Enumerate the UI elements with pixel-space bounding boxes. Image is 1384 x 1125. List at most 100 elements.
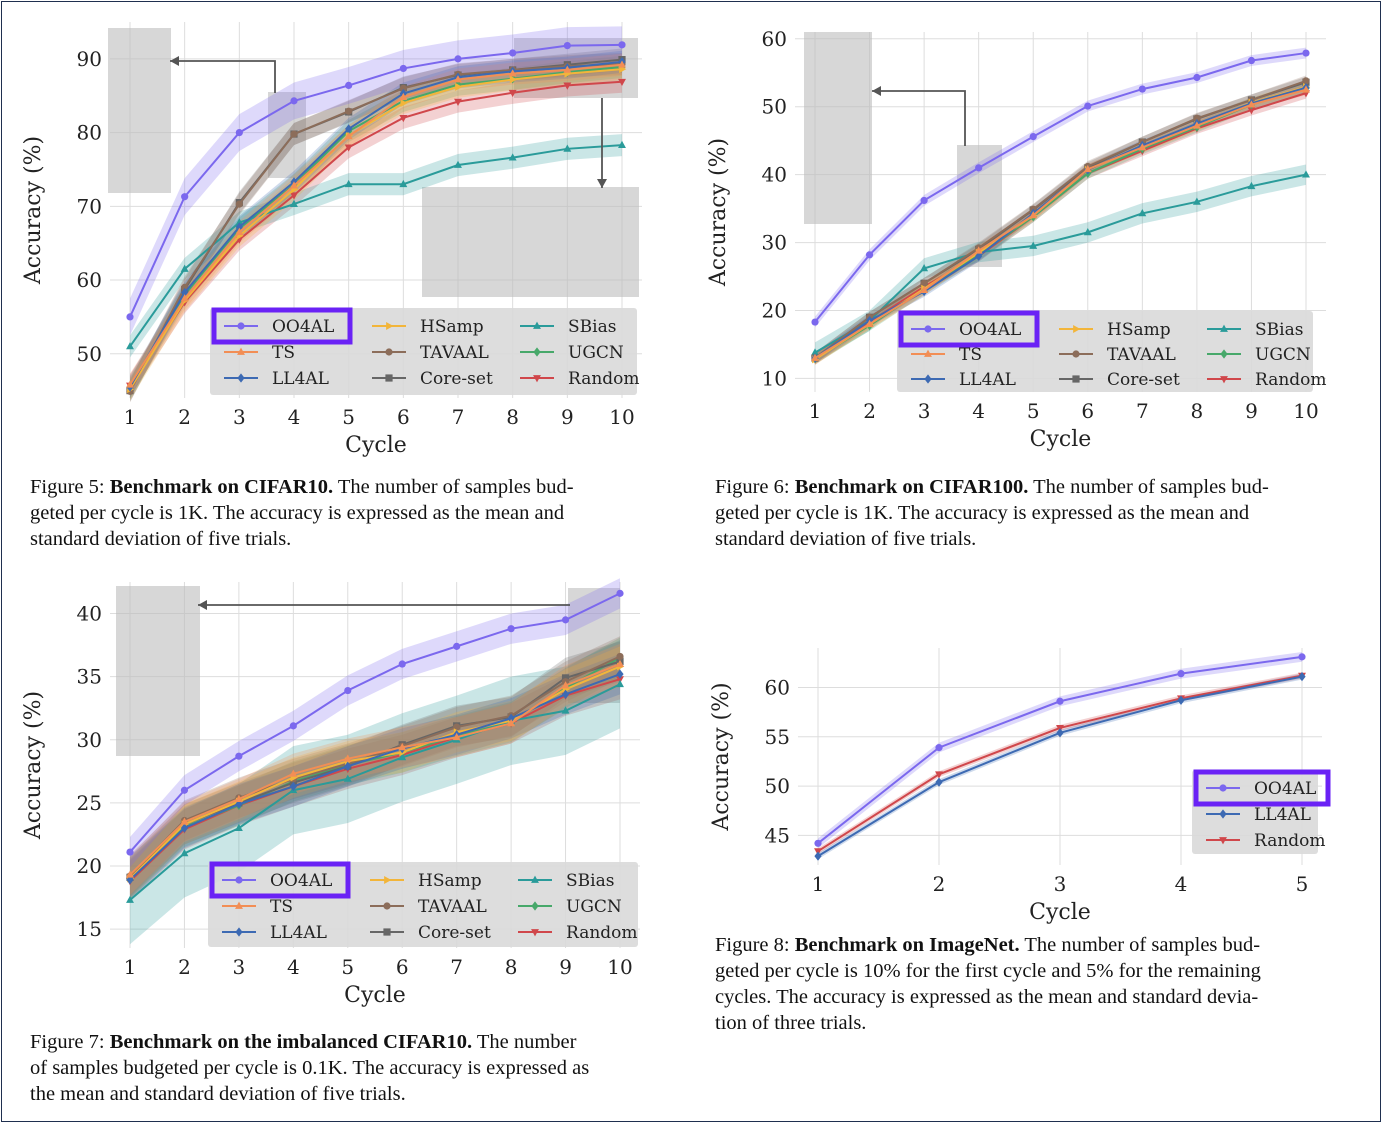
- legend-label-hsamp: HSamp: [418, 871, 482, 891]
- x-tick-label: 9: [559, 955, 572, 979]
- caption-line: geted per cycle is 10% for the first cyc…: [715, 960, 1261, 982]
- figure-5-chart: 1 2 3 4 5 6 7 8 9 105060708090CycleAccuracy (%)OO…: [0, 0, 692, 470]
- data-point: [345, 108, 352, 115]
- data-point: [1248, 57, 1255, 64]
- x-tick-label: 3: [1054, 872, 1067, 896]
- y-tick-label: 20: [77, 854, 102, 878]
- caption-line: geted per cycle is 1K. The accuracy is e…: [30, 502, 564, 524]
- zoom-inset: [804, 32, 872, 224]
- x-tick-label: 1: [124, 955, 137, 979]
- legend-label-oo4al: OO4AL: [272, 317, 334, 337]
- data-point: [1298, 653, 1305, 660]
- y-tick-label: 40: [762, 163, 787, 187]
- legend-label-core-set: Core-set: [1107, 370, 1180, 390]
- legend-label-ts: TS: [959, 345, 982, 365]
- data-point: [508, 625, 515, 632]
- legend-label-tavaal: TAVAAL: [1107, 345, 1176, 365]
- x-tick-label: 3: [918, 399, 931, 423]
- data-point: [235, 753, 242, 760]
- data-point: [1084, 102, 1091, 109]
- y-tick-label: 50: [765, 774, 790, 798]
- legend-label-sbias: SBias: [566, 871, 614, 891]
- data-point: [236, 201, 243, 208]
- x-tick-label: 5: [341, 955, 354, 979]
- x-tick-label: 5: [1027, 399, 1040, 423]
- x-axis-label: Cycle: [344, 983, 406, 1008]
- data-point: [126, 313, 133, 320]
- legend-label-ugcn: UGCN: [566, 897, 622, 917]
- legend-label-ugcn: UGCN: [1255, 345, 1311, 365]
- x-tick-label: 1: [812, 872, 825, 896]
- legend-label-core-set: Core-set: [420, 369, 493, 389]
- legend-marker: [383, 902, 390, 909]
- legend-label-ll4al: LL4AL: [272, 369, 329, 389]
- y-axis-label: Accuracy (%): [21, 691, 46, 840]
- legend-label-hsamp: HSamp: [1107, 320, 1171, 340]
- y-tick-label: 50: [762, 95, 787, 119]
- legend-label-sbias: SBias: [1255, 320, 1303, 340]
- caption-line: The number: [477, 1031, 577, 1053]
- caption-title: Benchmark on CIFAR10.: [110, 476, 333, 498]
- x-tick-label: 10: [609, 405, 634, 429]
- x-tick-label: 4: [287, 955, 300, 979]
- x-tick-label: 2: [178, 405, 191, 429]
- x-axis-label: Cycle: [1029, 900, 1091, 925]
- x-tick-label: 8: [506, 405, 519, 429]
- caption-line: cycles. The accuracy is expressed as the…: [715, 986, 1258, 1008]
- y-tick-label: 55: [765, 725, 790, 749]
- y-tick-label: 35: [77, 665, 102, 689]
- legend-label-ts: TS: [272, 343, 295, 363]
- x-tick-label: 2: [933, 872, 946, 896]
- y-tick-label: 20: [762, 298, 787, 322]
- x-tick-label: 8: [1191, 399, 1204, 423]
- y-axis-label: Accuracy (%): [709, 682, 734, 831]
- x-tick-label: 9: [1245, 399, 1258, 423]
- data-point: [866, 251, 873, 258]
- caption-title: Benchmark on the imbalanced CIFAR10.: [110, 1031, 472, 1053]
- legend-label-oo4al: OO4AL: [270, 871, 332, 891]
- zoom-inset: [108, 28, 171, 193]
- y-tick-label: 60: [765, 675, 790, 699]
- caption-line: standard deviation of five trials.: [30, 528, 291, 550]
- data-point: [1139, 85, 1146, 92]
- data-point: [344, 687, 351, 694]
- x-tick-label: 7: [450, 955, 463, 979]
- y-tick-label: 30: [77, 728, 102, 752]
- legend: OO4AL TS LL4AL HSamp TAVAAL Core-set SBias UGCN…: [897, 311, 1327, 392]
- data-point: [616, 653, 623, 660]
- y-tick-label: 70: [77, 194, 102, 218]
- figure-8-chart: 1 2 3 4 545505560CycleAccuracy (%) OO4ALLL4AL…: [692, 620, 1384, 930]
- x-tick-label: 6: [396, 955, 409, 979]
- legend-label-ll4al: LL4AL: [959, 370, 1016, 390]
- data-point: [935, 744, 942, 751]
- data-point: [1177, 670, 1184, 677]
- x-tick-label: 5: [1296, 872, 1309, 896]
- caption-label: Figure 8:: [715, 934, 790, 956]
- legend-marker: [235, 876, 242, 883]
- x-tick-label: 1: [809, 399, 822, 423]
- x-tick-label: 3: [233, 955, 246, 979]
- x-tick-label: 3: [233, 405, 246, 429]
- caption-label: Figure 7:: [30, 1031, 105, 1053]
- caption-label: Figure 6:: [715, 476, 790, 498]
- legend-label-ll4al: LL4AL: [270, 923, 327, 943]
- x-tick-label: 2: [863, 399, 876, 423]
- legend-label-ll4al: LL4AL: [1254, 805, 1311, 825]
- legend-label-oo4al: OO4AL: [959, 320, 1021, 340]
- y-tick-label: 80: [77, 121, 102, 145]
- x-tick-label: 7: [452, 405, 465, 429]
- x-tick-label: 7: [1136, 399, 1149, 423]
- legend-marker: [383, 928, 390, 935]
- data-point: [290, 130, 297, 137]
- figure-5-caption: Figure 5: Benchmark on CIFAR10. The numb…: [30, 474, 670, 552]
- y-tick-label: 50: [77, 342, 102, 366]
- legend-marker: [1072, 375, 1079, 382]
- data-point: [1193, 74, 1200, 81]
- data-point: [975, 164, 982, 171]
- y-tick-label: 40: [77, 602, 102, 626]
- data-point: [399, 660, 406, 667]
- caption-line: of samples budgeted per cycle is 0.1K. T…: [30, 1057, 589, 1079]
- y-tick-label: 25: [77, 791, 102, 815]
- x-axis-label: Cycle: [1030, 427, 1092, 452]
- legend-marker: [1219, 784, 1226, 791]
